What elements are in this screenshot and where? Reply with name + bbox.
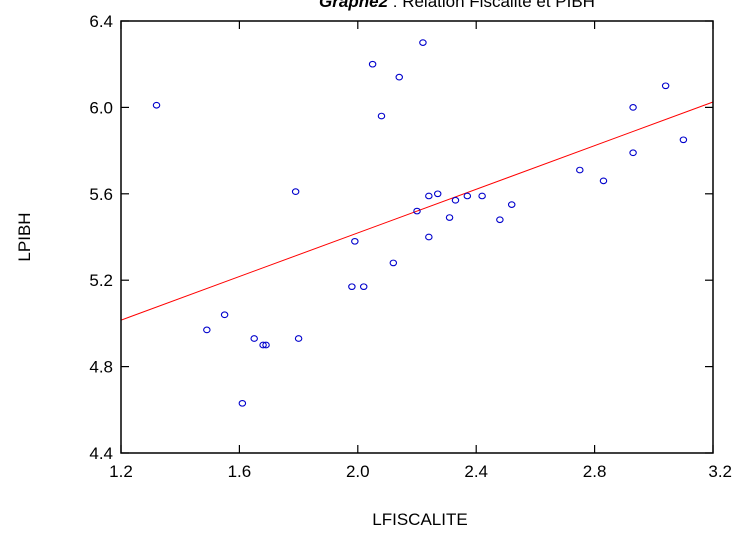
data-point <box>361 284 367 290</box>
chart-title-bold: Graphe2 <box>319 0 389 11</box>
data-point <box>464 193 470 199</box>
data-point <box>153 102 159 108</box>
data-point <box>435 191 441 197</box>
x-tick-label: 2.8 <box>583 462 607 481</box>
data-point <box>352 239 358 245</box>
data-point <box>497 217 503 223</box>
chart-title-rest: : Relation Fiscalité et PIBH <box>388 0 595 11</box>
y-tick-label: 6.4 <box>89 12 113 31</box>
data-point <box>390 260 396 266</box>
data-point <box>680 137 686 143</box>
data-point <box>600 178 606 184</box>
data-point <box>221 312 227 318</box>
x-tick-label: 3.2 <box>708 462 732 481</box>
y-tick-label: 6.0 <box>89 98 113 117</box>
x-axis-title: LFISCALITE <box>372 510 467 529</box>
data-point <box>369 61 375 67</box>
data-point <box>239 401 245 407</box>
x-tick-label: 2.0 <box>346 462 370 481</box>
data-points <box>153 40 686 406</box>
chart-title: Graphe2 : Relation Fiscalité et PIBH <box>319 0 595 11</box>
data-point <box>630 105 636 111</box>
data-point <box>251 336 257 342</box>
data-point <box>292 189 298 195</box>
y-tick-label: 4.4 <box>89 444 113 463</box>
data-point <box>204 327 210 333</box>
data-point <box>295 336 301 342</box>
axis-ticks: 4.4 4.8 5.2 5.6 6.0 6.4 1.2 1.6 2.0 2.4 2.8 3.2 <box>89 12 732 481</box>
x-tick-label: 1.2 <box>109 462 133 481</box>
data-point <box>509 202 515 208</box>
y-tick-label: 5.6 <box>89 185 113 204</box>
y-tick-label: 5.2 <box>89 271 113 290</box>
plot-frame <box>121 21 713 453</box>
data-point <box>662 83 668 89</box>
data-point <box>426 234 432 240</box>
data-point <box>396 74 402 80</box>
x-tick-label: 2.4 <box>464 462 488 481</box>
data-point <box>446 215 452 221</box>
data-point <box>426 193 432 199</box>
data-point <box>630 150 636 156</box>
data-point <box>378 113 384 119</box>
data-point <box>577 167 583 173</box>
data-point <box>452 197 458 203</box>
y-tick-label: 4.8 <box>89 358 113 377</box>
data-point <box>349 284 355 290</box>
data-point <box>479 193 485 199</box>
regression-line-group <box>121 102 713 320</box>
regression-line <box>121 102 713 320</box>
y-axis-title: LPIBH <box>15 212 34 261</box>
data-point <box>420 40 426 46</box>
x-tick-label: 1.6 <box>228 462 252 481</box>
